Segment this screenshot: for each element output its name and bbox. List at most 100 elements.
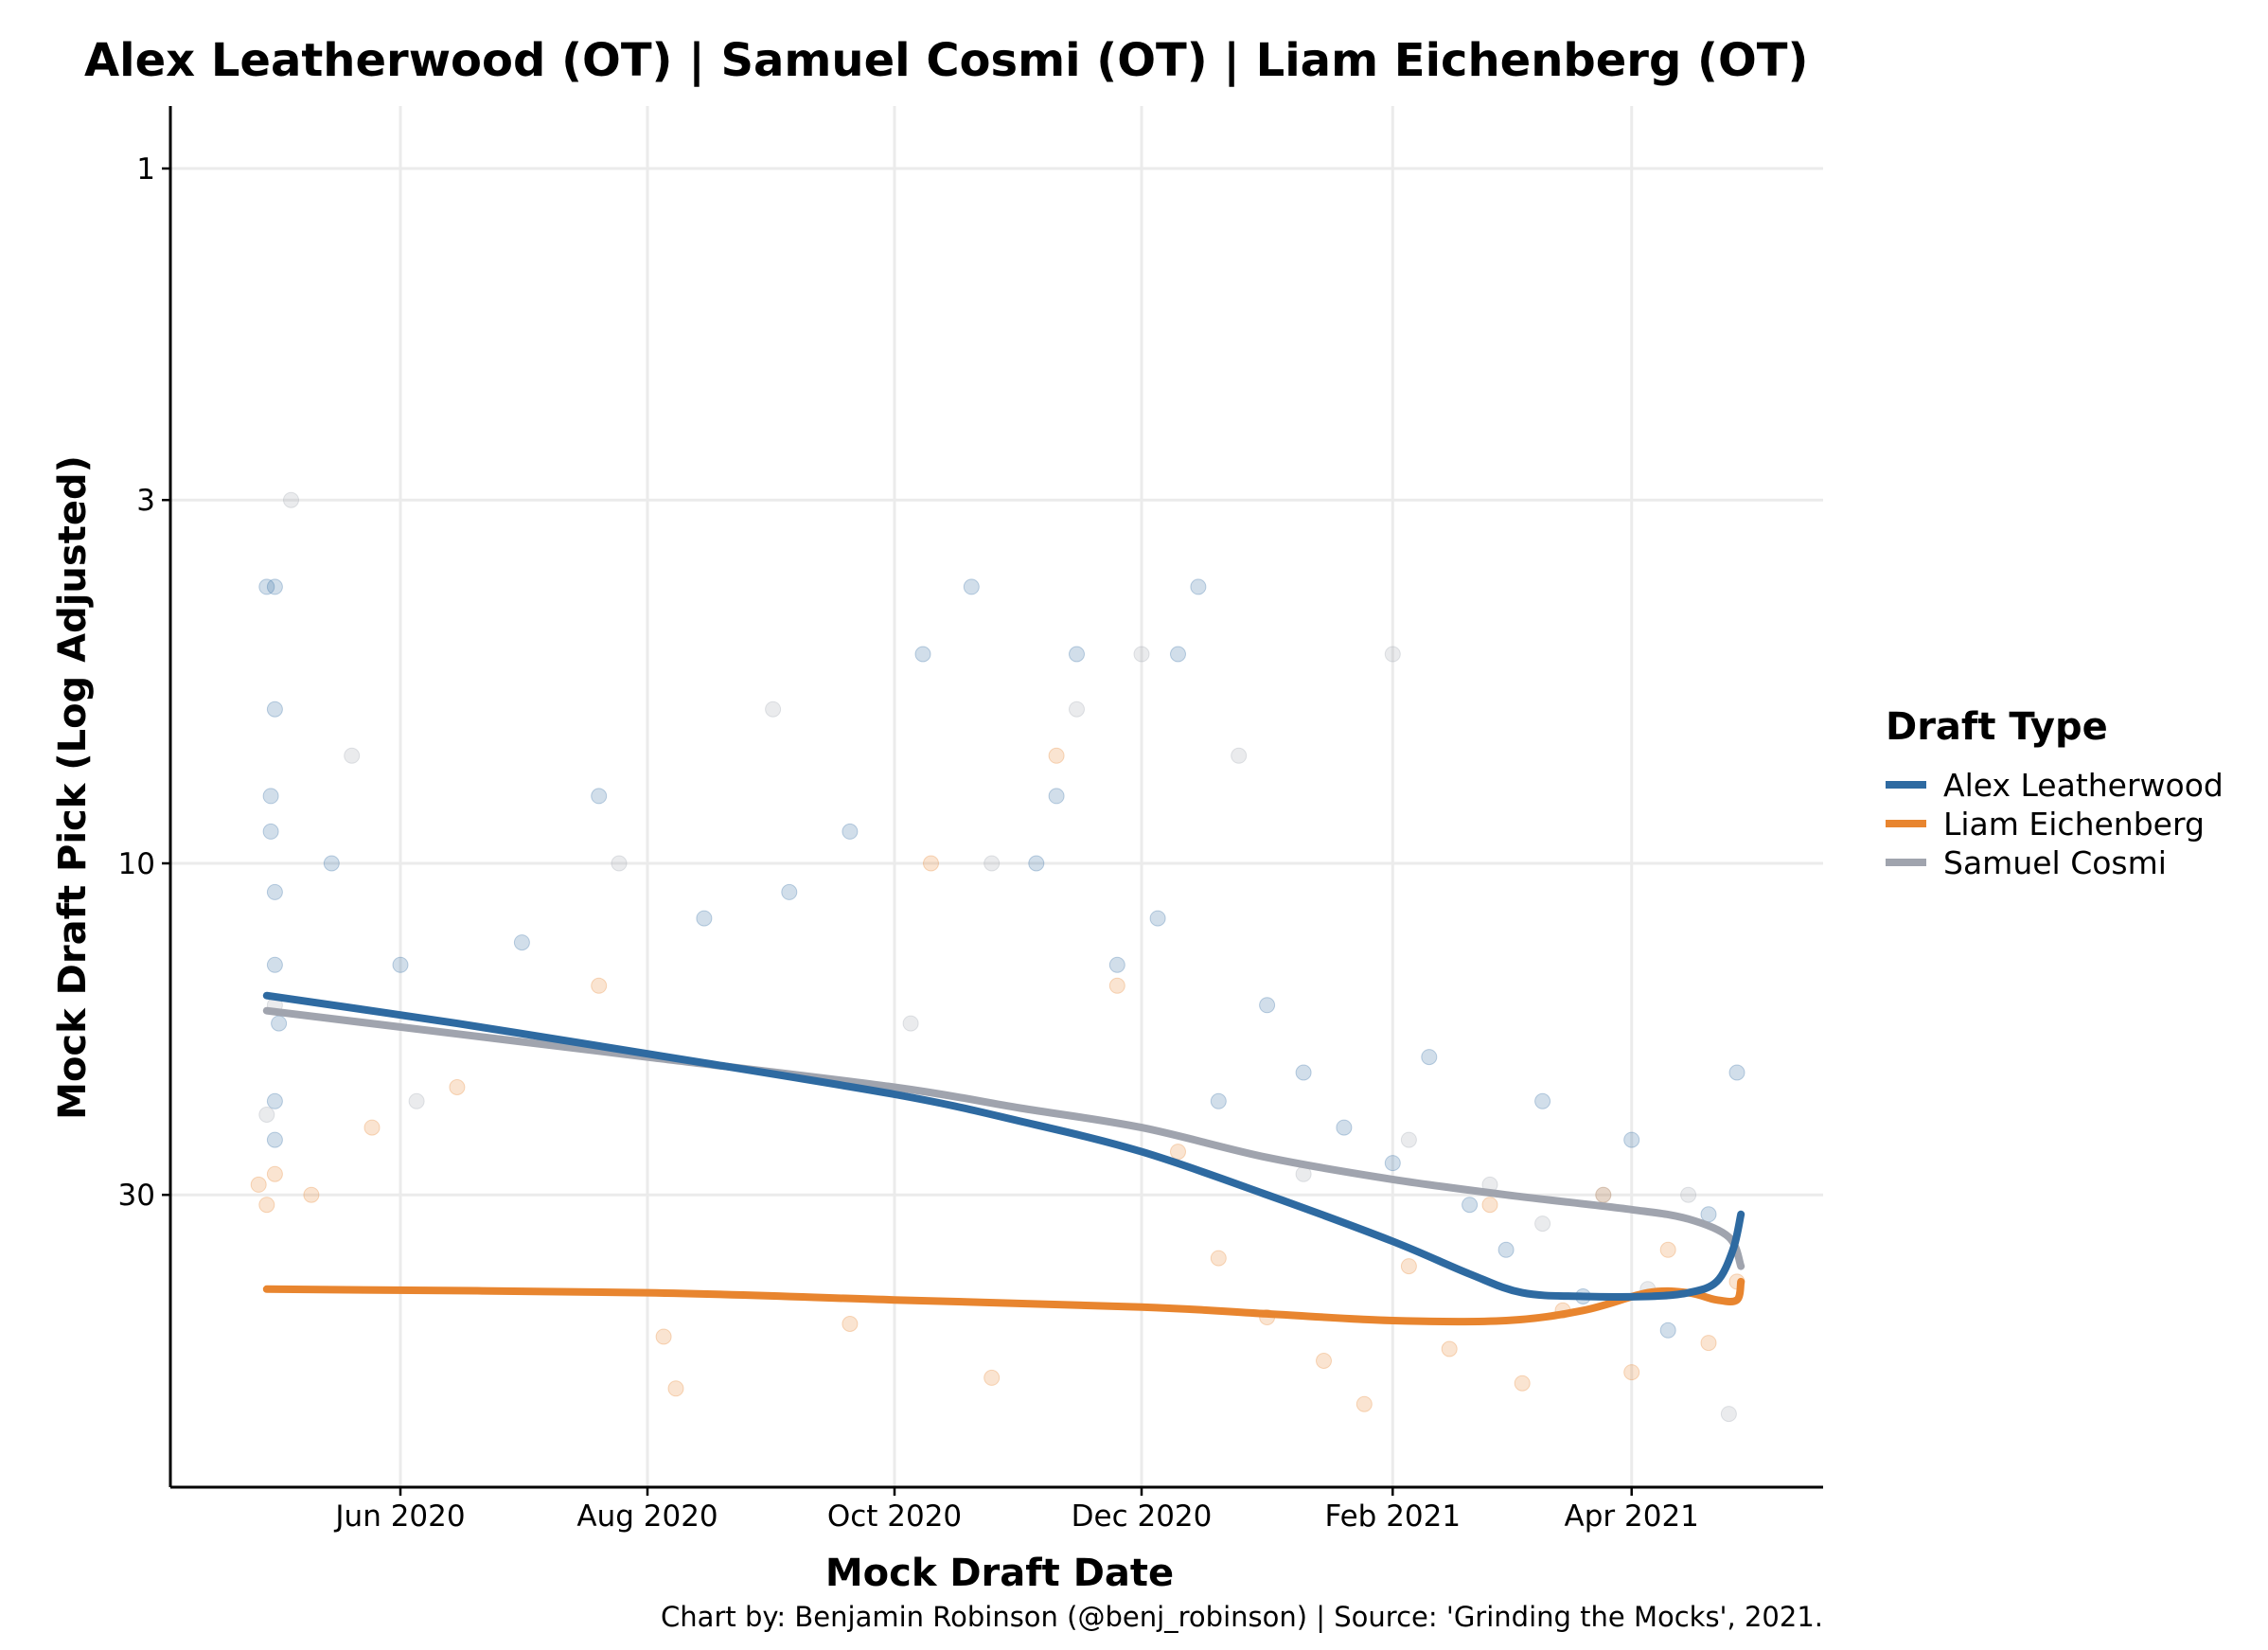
point-liam-eichenberg	[842, 1316, 859, 1332]
point-alex-leatherwood	[1108, 956, 1125, 973]
x-tick-label: Jun 2020	[333, 1499, 465, 1534]
point-alex-leatherwood	[266, 956, 283, 973]
point-alex-leatherwood	[1421, 1049, 1438, 1066]
point-alex-leatherwood	[1336, 1119, 1353, 1136]
point-liam-eichenberg	[1170, 1144, 1186, 1161]
point-liam-eichenberg	[1400, 1258, 1417, 1275]
point-liam-eichenberg	[923, 855, 939, 872]
grid-layer	[170, 106, 1823, 1487]
point-alex-leatherwood	[1149, 910, 1166, 927]
point-alex-leatherwood	[1210, 1092, 1227, 1109]
point-alex-leatherwood	[1028, 855, 1045, 872]
chart-title: Alex Leatherwood (OT) | Samuel Cosmi (OT…	[84, 34, 1808, 87]
point-alex-leatherwood	[266, 1131, 283, 1148]
point-alex-leatherwood	[1295, 1064, 1312, 1081]
point-samuel-cosmi	[1720, 1406, 1737, 1423]
point-alex-leatherwood	[842, 823, 859, 840]
point-samuel-cosmi	[611, 855, 628, 872]
point-liam-eichenberg	[655, 1328, 672, 1345]
legend-label-liam-eichenberg: Liam Eichenberg	[1943, 806, 2205, 843]
point-alex-leatherwood	[1728, 1064, 1745, 1081]
point-liam-eichenberg	[1441, 1340, 1458, 1357]
y-tick-label: 30	[118, 1179, 155, 1213]
point-liam-eichenberg	[591, 977, 608, 994]
point-liam-eichenberg	[1210, 1250, 1227, 1267]
point-alex-leatherwood	[266, 578, 283, 595]
point-alex-leatherwood	[323, 855, 340, 872]
point-alex-leatherwood	[1623, 1131, 1640, 1148]
x-tick-label: Oct 2020	[827, 1499, 962, 1534]
point-alex-leatherwood	[1048, 788, 1065, 805]
x-tick-label: Dec 2020	[1072, 1499, 1213, 1534]
point-liam-eichenberg	[1355, 1395, 1373, 1412]
point-liam-eichenberg	[667, 1380, 684, 1397]
point-samuel-cosmi	[408, 1092, 425, 1109]
y-tick-label: 10	[118, 847, 155, 881]
point-alex-leatherwood	[963, 578, 980, 595]
point-samuel-cosmi	[344, 747, 361, 764]
point-alex-leatherwood	[266, 883, 283, 900]
point-liam-eichenberg	[258, 1197, 275, 1214]
point-alex-leatherwood	[258, 578, 275, 595]
point-liam-eichenberg	[303, 1186, 320, 1203]
smooth-line-samuel-cosmi	[262, 1006, 1745, 1270]
point-alex-leatherwood	[1534, 1092, 1551, 1109]
point-liam-eichenberg	[1108, 977, 1125, 994]
point-samuel-cosmi	[983, 855, 1001, 872]
point-alex-leatherwood	[266, 1092, 283, 1109]
point-alex-leatherwood	[262, 788, 279, 805]
point-liam-eichenberg	[449, 1079, 466, 1095]
legend-label-alex-leatherwood: Alex Leatherwood	[1943, 767, 2224, 804]
point-alex-leatherwood	[1190, 578, 1207, 595]
point-samuel-cosmi	[765, 701, 782, 718]
point-liam-eichenberg	[363, 1119, 381, 1136]
y-tick-label: 3	[136, 484, 155, 518]
point-alex-leatherwood	[266, 701, 283, 718]
point-samuel-cosmi	[1133, 646, 1150, 663]
point-liam-eichenberg	[1623, 1364, 1640, 1381]
point-alex-leatherwood	[262, 823, 279, 840]
smooth-line-liam-eichenberg	[262, 1277, 1745, 1326]
point-alex-leatherwood	[781, 883, 798, 900]
point-liam-eichenberg	[1659, 1241, 1676, 1258]
point-alex-leatherwood	[591, 788, 608, 805]
point-alex-leatherwood	[392, 956, 409, 973]
legend-label-samuel-cosmi: Samuel Cosmi	[1943, 844, 2167, 881]
points-layer	[250, 491, 1745, 1423]
y-tick-label: 1	[136, 152, 155, 186]
y-axis-title: Mock Draft Pick (Log Adjusted)	[51, 455, 95, 1120]
point-liam-eichenberg	[266, 1165, 283, 1182]
x-tick-label: Aug 2020	[576, 1499, 718, 1534]
legend-title: Draft Type	[1886, 705, 2108, 749]
point-liam-eichenberg	[983, 1369, 1001, 1386]
point-alex-leatherwood	[1170, 646, 1186, 663]
point-alex-leatherwood	[1659, 1322, 1676, 1339]
point-alex-leatherwood	[696, 910, 713, 927]
point-samuel-cosmi	[902, 1015, 919, 1032]
point-samuel-cosmi	[1595, 1186, 1612, 1203]
point-liam-eichenberg	[1700, 1335, 1717, 1352]
chart-caption: Chart by: Benjamin Robinson (@benj_robin…	[661, 1601, 1823, 1633]
point-alex-leatherwood	[271, 1015, 288, 1032]
point-alex-leatherwood	[513, 934, 530, 951]
x-tick-label: Apr 2021	[1565, 1499, 1699, 1534]
point-samuel-cosmi	[1680, 1186, 1697, 1203]
point-samuel-cosmi	[258, 1107, 275, 1123]
tick-layer: Jun 2020 Aug 2020 Oct 2020 Dec 2020 Feb 2021…	[118, 152, 1699, 1534]
point-liam-eichenberg	[1048, 747, 1065, 764]
axes-layer	[168, 106, 1823, 1489]
x-axis-title: Mock Draft Date	[825, 1552, 1174, 1595]
point-alex-leatherwood	[1497, 1241, 1515, 1258]
smooth-line-alex-leatherwood	[262, 991, 1745, 1301]
point-alex-leatherwood	[1259, 997, 1276, 1014]
point-alex-leatherwood	[1700, 1206, 1717, 1223]
point-alex-leatherwood	[1462, 1197, 1479, 1214]
x-tick-label: Feb 2021	[1324, 1499, 1461, 1534]
point-liam-eichenberg	[1481, 1197, 1498, 1214]
lines-layer	[262, 991, 1745, 1326]
point-samuel-cosmi	[1534, 1215, 1551, 1233]
point-alex-leatherwood	[1069, 646, 1085, 663]
